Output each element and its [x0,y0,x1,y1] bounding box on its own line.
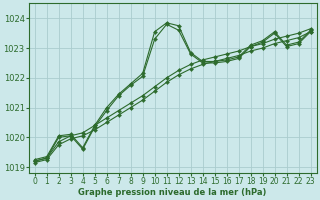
X-axis label: Graphe pression niveau de la mer (hPa): Graphe pression niveau de la mer (hPa) [78,188,267,197]
